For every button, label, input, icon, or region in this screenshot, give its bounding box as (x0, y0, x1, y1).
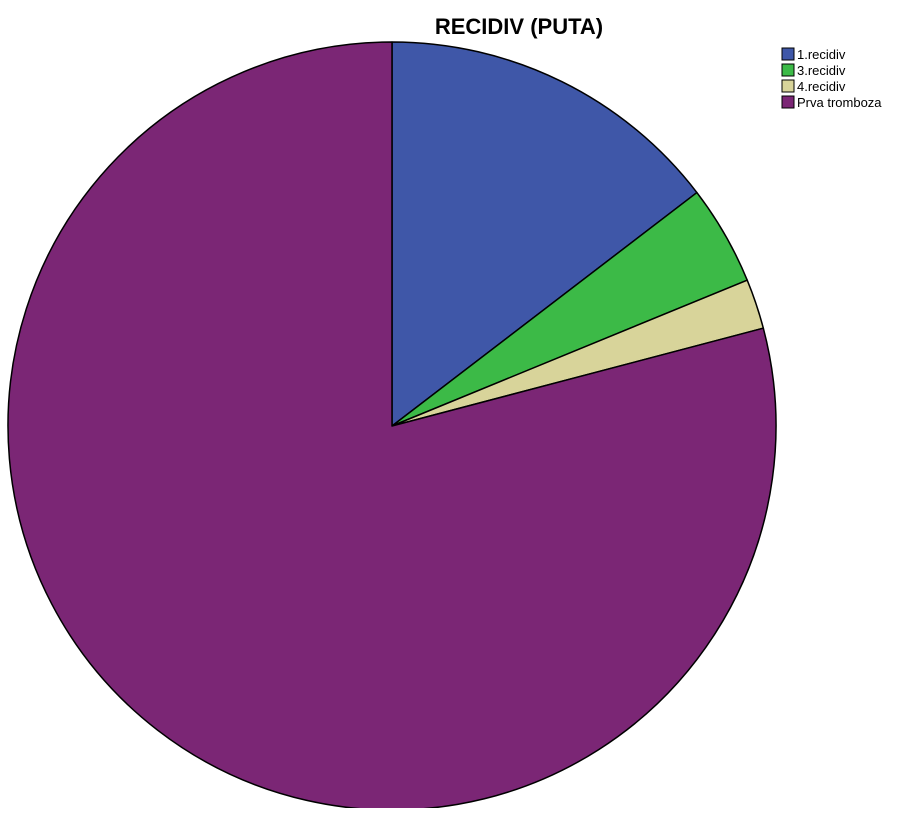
legend-item-1-recidiv: 1.recidiv (781, 47, 846, 62)
legend-label-4-recidiv: 4.recidiv (797, 79, 846, 94)
pie-slice-1-recidiv (391, 41, 698, 427)
legend-swatch-1-recidiv (781, 47, 795, 61)
legend-item-4-recidiv: 4.recidiv (781, 79, 846, 94)
chart-title: RECIDIV (PUTA) (435, 14, 603, 39)
legend-item-3-recidiv: 3.recidiv (781, 63, 846, 78)
legend-label-3-recidiv: 3.recidiv (797, 63, 846, 78)
legend-swatch-3-recidiv (781, 63, 795, 77)
pie-slice-prva-tromboza (7, 41, 777, 811)
legend-swatch-4-recidiv (781, 79, 795, 93)
legend-item-prva-tromboza: Prva tromboza (781, 95, 882, 110)
legend-swatch-prva-tromboza (781, 95, 795, 109)
legend-label-1-recidiv: 1.recidiv (797, 47, 846, 62)
pie-slices (7, 41, 777, 811)
legend-label-prva-tromboza: Prva tromboza (797, 95, 882, 110)
